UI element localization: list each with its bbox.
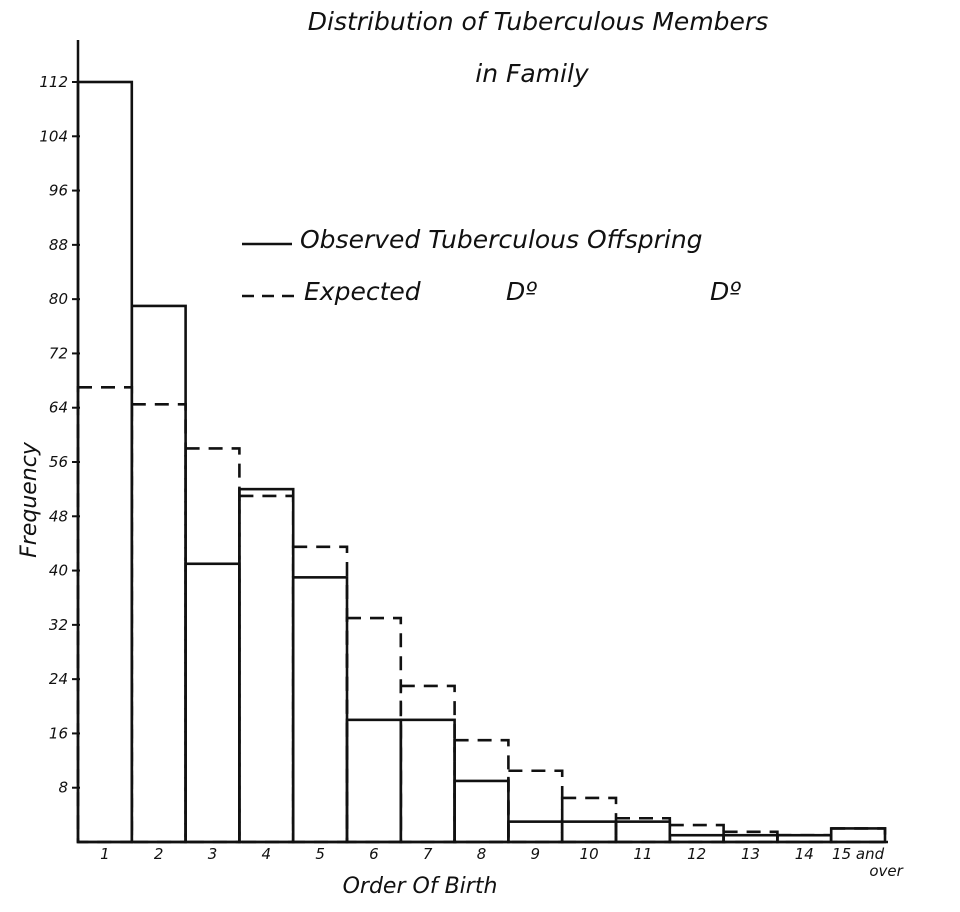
y-axis-label: Frequency (17, 441, 42, 558)
observed-bar (238, 487, 295, 844)
x-tick-label: 4 (262, 845, 272, 863)
x-tick-label: 1 (100, 845, 110, 863)
y-tick-label: 88 (49, 236, 68, 254)
x-tick-label: 5 (315, 845, 325, 863)
x-tick-label: 6 (369, 845, 379, 863)
y-tick-label: 48 (49, 507, 68, 525)
expected-bar (238, 494, 295, 844)
expected-bar (560, 796, 618, 844)
x-tick-label: 8 (477, 845, 487, 863)
observed-bar (507, 820, 564, 844)
expected-bar (345, 616, 403, 844)
observed-bar (184, 562, 241, 844)
chart-title-line1: Distribution of Tuberculous Members (308, 7, 768, 36)
x-tick-label: 10 (580, 845, 599, 863)
expected-bar (130, 403, 187, 844)
x-tick-label: 2 (154, 845, 164, 863)
y-tick-label: 24 (49, 670, 68, 688)
y-tick-label: 8 (58, 779, 68, 797)
legend-ditto-2: Dº (710, 277, 741, 306)
x-tick-label: 9 (531, 845, 541, 863)
x-tick-label: 15 and (832, 845, 885, 863)
y-ticks: 8 16 24 32 40 48 56 64 72 80 88 96 104 112 (39, 73, 80, 797)
x-tick-label: 7 (423, 845, 433, 863)
expected-bar (668, 823, 725, 844)
y-tick-label: 56 (49, 453, 68, 471)
y-tick-label: 72 (49, 344, 68, 362)
observed-bar (722, 833, 779, 844)
x-tick-label: 12 (687, 845, 706, 863)
expected-series (76, 386, 887, 844)
y-tick-label: 96 (49, 182, 68, 200)
observed-bar (614, 820, 672, 844)
y-tick-label: 80 (49, 290, 68, 308)
expected-bar (722, 830, 779, 844)
y-tick-label: 64 (49, 399, 68, 417)
observed-bar (291, 576, 349, 844)
observed-bar (76, 80, 134, 844)
y-tick-label: 104 (39, 127, 68, 145)
x-tick-label: 13 (741, 845, 760, 863)
y-tick-label: 32 (49, 616, 68, 634)
y-tick-label: 40 (49, 562, 68, 580)
expected-bar (291, 545, 349, 844)
legend: Observed Tuberculous Offspring Expected … (242, 225, 741, 306)
expected-bar (76, 386, 134, 844)
legend-observed-label: Observed Tuberculous Offspring (300, 225, 703, 254)
observed-bar (399, 718, 456, 844)
observed-bar (668, 833, 725, 844)
observed-bar (560, 820, 618, 844)
x-axis-label: Order Of Birth (343, 874, 498, 899)
expected-bar (453, 738, 510, 844)
x-tick-label-line2: over (869, 862, 903, 880)
y-tick-label: 16 (49, 724, 68, 742)
x-tick-label: 14 (795, 845, 814, 863)
legend-expected-label: Expected (304, 277, 421, 306)
observed-series (76, 80, 887, 844)
expected-bar (507, 769, 564, 844)
chart-title-line2: in Family (475, 59, 590, 88)
x-tick-label: 3 (208, 845, 218, 863)
expected-bar (829, 827, 887, 844)
observed-bar (776, 833, 833, 844)
y-tick-label: 112 (39, 73, 68, 91)
legend-ditto-1: Dº (506, 277, 537, 306)
x-tick-label: 11 (633, 845, 652, 863)
observed-bar (345, 718, 403, 844)
observed-bar (130, 304, 187, 844)
expected-bar (184, 447, 241, 844)
observed-bar (453, 779, 510, 844)
expected-bar (399, 684, 456, 844)
observed-bar (829, 827, 887, 844)
